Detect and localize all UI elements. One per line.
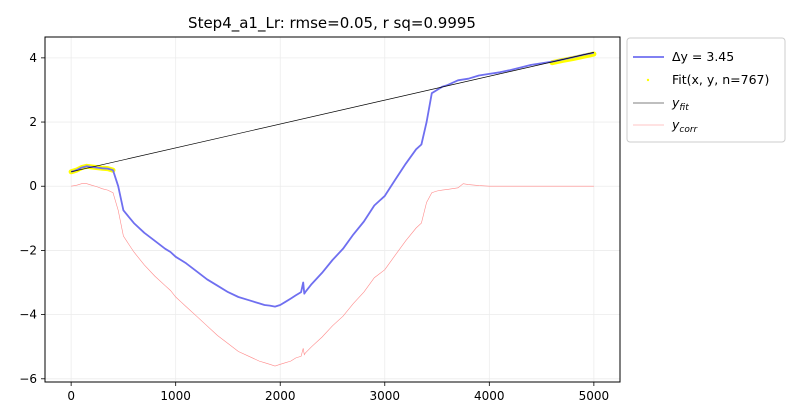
legend-frame	[626, 37, 786, 143]
y-tick-label: 0	[29, 179, 37, 193]
y-tick-label: −2	[19, 243, 37, 257]
legend-label-data: Δy = 3.45	[672, 49, 734, 64]
chart-title: Step4_a1_Lr: rmse=0.05, r sq=0.9995	[188, 14, 476, 33]
legend-fit-sub: fit	[679, 103, 689, 113]
series-data	[70, 51, 595, 308]
y-tick-label: −4	[19, 308, 37, 322]
legend-fit-base: y	[671, 95, 680, 110]
y-tick-label: 4	[29, 51, 37, 65]
legend-label-fit-line: yfit	[671, 95, 689, 113]
grid	[45, 37, 620, 382]
series-y-corr	[71, 183, 594, 367]
x-tick-label: 1000	[160, 389, 191, 403]
legend-label-fit-points: Fit(x, y, n=767)	[672, 72, 769, 87]
x-tick-label: 3000	[369, 389, 400, 403]
x-tick-label: 2000	[265, 389, 296, 403]
x-tick-label: 4000	[474, 389, 505, 403]
legend-corr-sub: corr	[679, 125, 698, 135]
series-y-fit	[71, 52, 594, 173]
y-tick-label: −6	[19, 372, 37, 386]
legend-swatch-fit-points	[646, 78, 650, 82]
series-fit-points	[549, 51, 597, 66]
y-tick-label: 2	[29, 115, 37, 129]
x-tick-label: 0	[67, 389, 75, 403]
plot-area	[68, 51, 597, 367]
axes-frame	[44, 36, 621, 383]
legend-corr-base: y	[671, 117, 680, 132]
x-tick-label: 5000	[579, 389, 610, 403]
legend-label-corr: ycorr	[671, 117, 699, 135]
axes: 0 1000 2000 3000 4000 5000 −6 −4 −2 0 2 4	[19, 51, 609, 403]
legend: Δy = 3.45 Fit(x, y, n=767) yfit ycorr	[626, 37, 786, 143]
